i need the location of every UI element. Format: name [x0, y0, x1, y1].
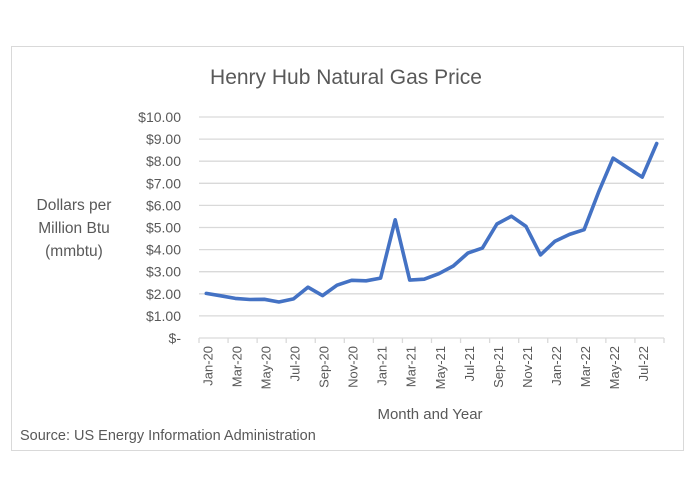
x-tick-label: Jan-22: [549, 346, 564, 386]
y-tick-label: $2.00: [146, 286, 181, 302]
x-tick-label: Nov-20: [346, 346, 361, 388]
y-axis-title: Dollars per Million Btu (mmbtu): [30, 194, 118, 263]
y-tick-label: $1.00: [146, 308, 181, 324]
x-tick-label: Jul-21: [462, 346, 477, 381]
y-tick-label: $9.00: [146, 131, 181, 147]
x-tick-label: May-20: [258, 346, 273, 389]
chart-frame: [11, 46, 684, 451]
x-tick-label: Mar-21: [404, 346, 419, 387]
x-tick-label: May-22: [607, 346, 622, 389]
y-tick-label: $6.00: [146, 197, 181, 213]
x-tick-label: Jan-21: [375, 346, 390, 386]
x-tick-label: Jan-20: [200, 346, 215, 386]
y-tick-label: $5.00: [146, 220, 181, 236]
y-tick-label: $4.00: [146, 242, 181, 258]
x-tick-label: Jul-20: [287, 346, 302, 381]
price-line-series: [204, 141, 659, 304]
y-tick-label: $8.00: [146, 153, 181, 169]
x-tick-label: Nov-21: [520, 346, 535, 388]
x-tick-label: Mar-20: [229, 346, 244, 387]
y-tick-label: $10.00: [138, 109, 181, 125]
y-tick-label: $7.00: [146, 175, 181, 191]
y-tick-label: $3.00: [146, 264, 181, 280]
source-note: Source: US Energy Information Administra…: [20, 428, 316, 444]
x-tick-label: Jul-22: [636, 346, 651, 381]
x-tick-label: Sep-20: [317, 346, 332, 388]
x-axis-title: Month and Year: [377, 406, 483, 423]
y-axis-title-line: Million Btu: [38, 220, 110, 237]
chart-title: Henry Hub Natural Gas Price: [210, 66, 482, 89]
x-tick-label: Sep-21: [491, 346, 506, 388]
y-tick-label: $-: [169, 330, 182, 346]
y-axis-title-line: Dollars per: [36, 197, 112, 214]
x-tick-label: Mar-22: [578, 346, 593, 387]
x-tick-label: May-21: [433, 346, 448, 389]
y-axis-title-line: (mmbtu): [45, 243, 103, 260]
